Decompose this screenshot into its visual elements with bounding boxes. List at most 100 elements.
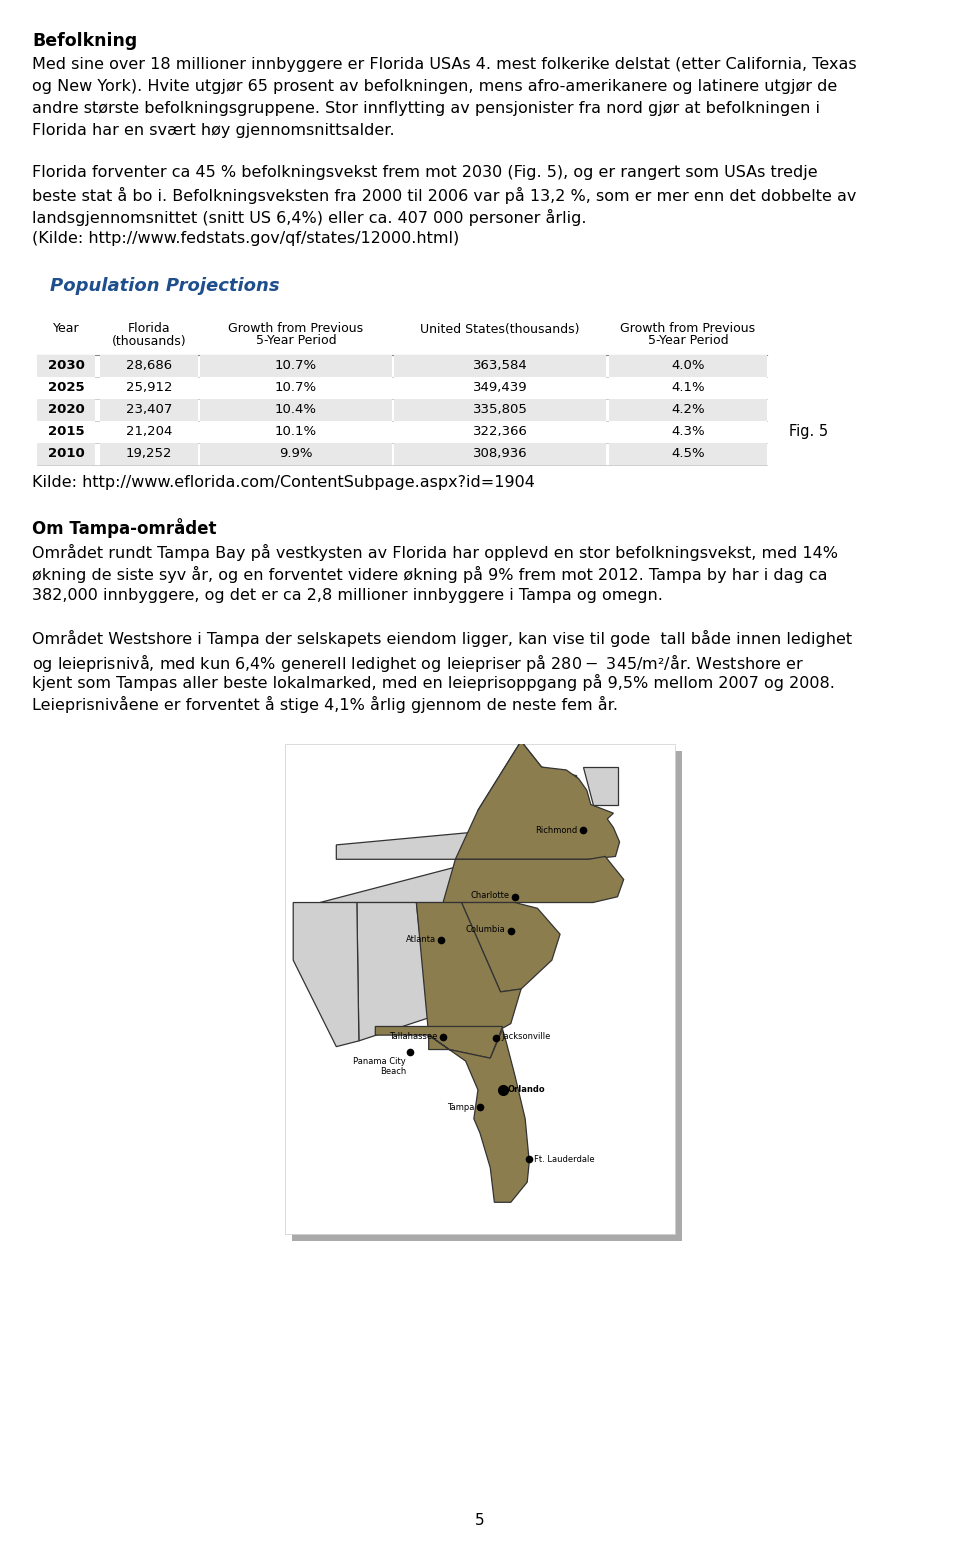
Polygon shape [375,1026,503,1059]
Bar [37,420,95,442]
Text: 19,252: 19,252 [126,446,172,460]
Bar [609,442,767,465]
Polygon shape [444,857,624,902]
Text: United States(thousands): United States(thousands) [420,322,580,335]
Text: 5-Year Period: 5-Year Period [648,335,729,347]
Bar [394,377,606,398]
Text: Year: Year [53,322,80,335]
Bar [285,744,675,1234]
Text: 9.9%: 9.9% [279,446,313,460]
Text: Growth from Previous: Growth from Previous [620,322,756,335]
Text: 4.5%: 4.5% [671,446,705,460]
Text: (thousands): (thousands) [111,335,186,347]
Polygon shape [336,831,492,859]
Polygon shape [429,1029,529,1203]
Text: 28,686: 28,686 [126,360,172,372]
Text: Området rundt Tampa Bay på vestkysten av Florida har opplevd en stor befolknings: Området rundt Tampa Bay på vestkysten av… [32,544,838,561]
Text: Charlotte: Charlotte [470,891,510,901]
Text: 21,204: 21,204 [126,425,172,439]
Text: Jacksonville: Jacksonville [501,1032,551,1042]
Polygon shape [583,767,617,804]
Bar [100,355,198,377]
Bar [200,442,392,465]
Text: 4.3%: 4.3% [671,425,705,439]
Polygon shape [293,902,359,1046]
Polygon shape [478,741,579,839]
Bar [609,355,767,377]
Bar [200,377,392,398]
Text: 10.4%: 10.4% [275,403,317,415]
Text: 10.7%: 10.7% [275,360,317,372]
Bar [394,420,606,442]
Text: 2015: 2015 [48,425,84,439]
Text: Growth from Previous: Growth from Previous [228,322,364,335]
Polygon shape [320,857,496,902]
Text: Florida forventer ca 45 % befolkningsvekst frem mot 2030 (Fig. 5), og er rangert: Florida forventer ca 45 % befolkningsvek… [32,166,818,180]
Bar [609,313,767,355]
Text: Columbia: Columbia [466,925,506,935]
Text: 5-Year Period: 5-Year Period [255,335,336,347]
Bar [100,398,198,420]
Text: beste stat å bo i. Befolkningsveksten fra 2000 til 2006 var på 13,2 %, som er me: beste stat å bo i. Befolkningsveksten fr… [32,188,856,205]
Text: 4.0%: 4.0% [671,360,705,372]
Text: andre største befolkningsgruppene. Stor innflytting av pensjonister fra nord gjø: andre største befolkningsgruppene. Stor … [32,101,820,116]
Bar [37,442,95,465]
Text: 2025: 2025 [48,381,84,394]
Text: 5: 5 [475,1513,485,1528]
Text: 10.1%: 10.1% [275,425,317,439]
Bar [200,420,392,442]
Bar [292,752,682,1242]
Text: 322,366: 322,366 [472,425,527,439]
Text: 335,805: 335,805 [472,403,527,415]
Text: Befolkning: Befolkning [32,33,137,50]
Text: Richmond: Richmond [536,826,578,835]
Bar [200,355,392,377]
Text: Population Projections: Population Projections [50,277,279,296]
Text: 10.7%: 10.7% [275,381,317,394]
Text: Kilde: http://www.eflorida.com/ContentSubpage.aspx?id=1904: Kilde: http://www.eflorida.com/ContentSu… [32,474,535,490]
Text: Med sine over 18 millioner innbyggere er Florida USAs 4. mest folkerike delstat : Med sine over 18 millioner innbyggere er… [32,57,856,73]
Polygon shape [417,902,521,1035]
Bar [200,398,392,420]
Text: Tallahassee: Tallahassee [390,1032,438,1042]
Polygon shape [455,741,619,859]
Text: 363,584: 363,584 [472,360,527,372]
Text: Orlando: Orlando [508,1085,545,1094]
Text: Tampa: Tampa [447,1102,475,1111]
Bar [394,355,606,377]
Polygon shape [357,902,429,1042]
Text: Florida: Florida [128,322,170,335]
Bar [37,377,95,398]
Text: Florida har en svært høy gjennomsnittsalder.: Florida har en svært høy gjennomsnittsal… [32,124,395,138]
Bar [100,313,198,355]
Text: 4.1%: 4.1% [671,381,705,394]
Polygon shape [462,902,560,992]
Bar [100,420,198,442]
Text: Leieprisnivåene er forventet å stige 4,1% årlig gjennom de neste fem år.: Leieprisnivåene er forventet å stige 4,1… [32,696,618,713]
Bar [609,398,767,420]
Text: Området Westshore i Tampa der selskapets eiendom ligger, kan vise til gode  tall: Området Westshore i Tampa der selskapets… [32,629,852,646]
Bar [609,420,767,442]
Text: 349,439: 349,439 [472,381,527,394]
Text: Panama City
Beach: Panama City Beach [353,1057,406,1076]
Bar [394,313,606,355]
Text: 2010: 2010 [48,446,84,460]
Bar [100,377,198,398]
Bar [100,442,198,465]
Text: 23,407: 23,407 [126,403,172,415]
Text: Om Tampa-området: Om Tampa-området [32,519,217,538]
Text: landsgjennomsnittet (snitt US 6,4%) eller ca. 407 000 personer årlig.: landsgjennomsnittet (snitt US 6,4%) elle… [32,209,587,226]
Bar [609,377,767,398]
Bar [394,442,606,465]
Text: 25,912: 25,912 [126,381,172,394]
Text: og New York). Hvite utgjør 65 prosent av befolkningen, mens afro-amerikanere og : og New York). Hvite utgjør 65 prosent av… [32,79,837,95]
Bar [37,355,95,377]
Bar [37,398,95,420]
Text: økning de siste syv år, og en forventet videre økning på 9% frem mot 2012. Tampa: økning de siste syv år, og en forventet … [32,566,828,583]
Text: Ft. Lauderdale: Ft. Lauderdale [535,1155,595,1164]
Text: 2030: 2030 [48,360,84,372]
Text: Fig. 5: Fig. 5 [789,425,828,439]
Text: 308,936: 308,936 [472,446,527,460]
Bar [200,313,392,355]
Text: (Kilde: http://www.fedstats.gov/qf/states/12000.html): (Kilde: http://www.fedstats.gov/qf/state… [32,231,459,246]
